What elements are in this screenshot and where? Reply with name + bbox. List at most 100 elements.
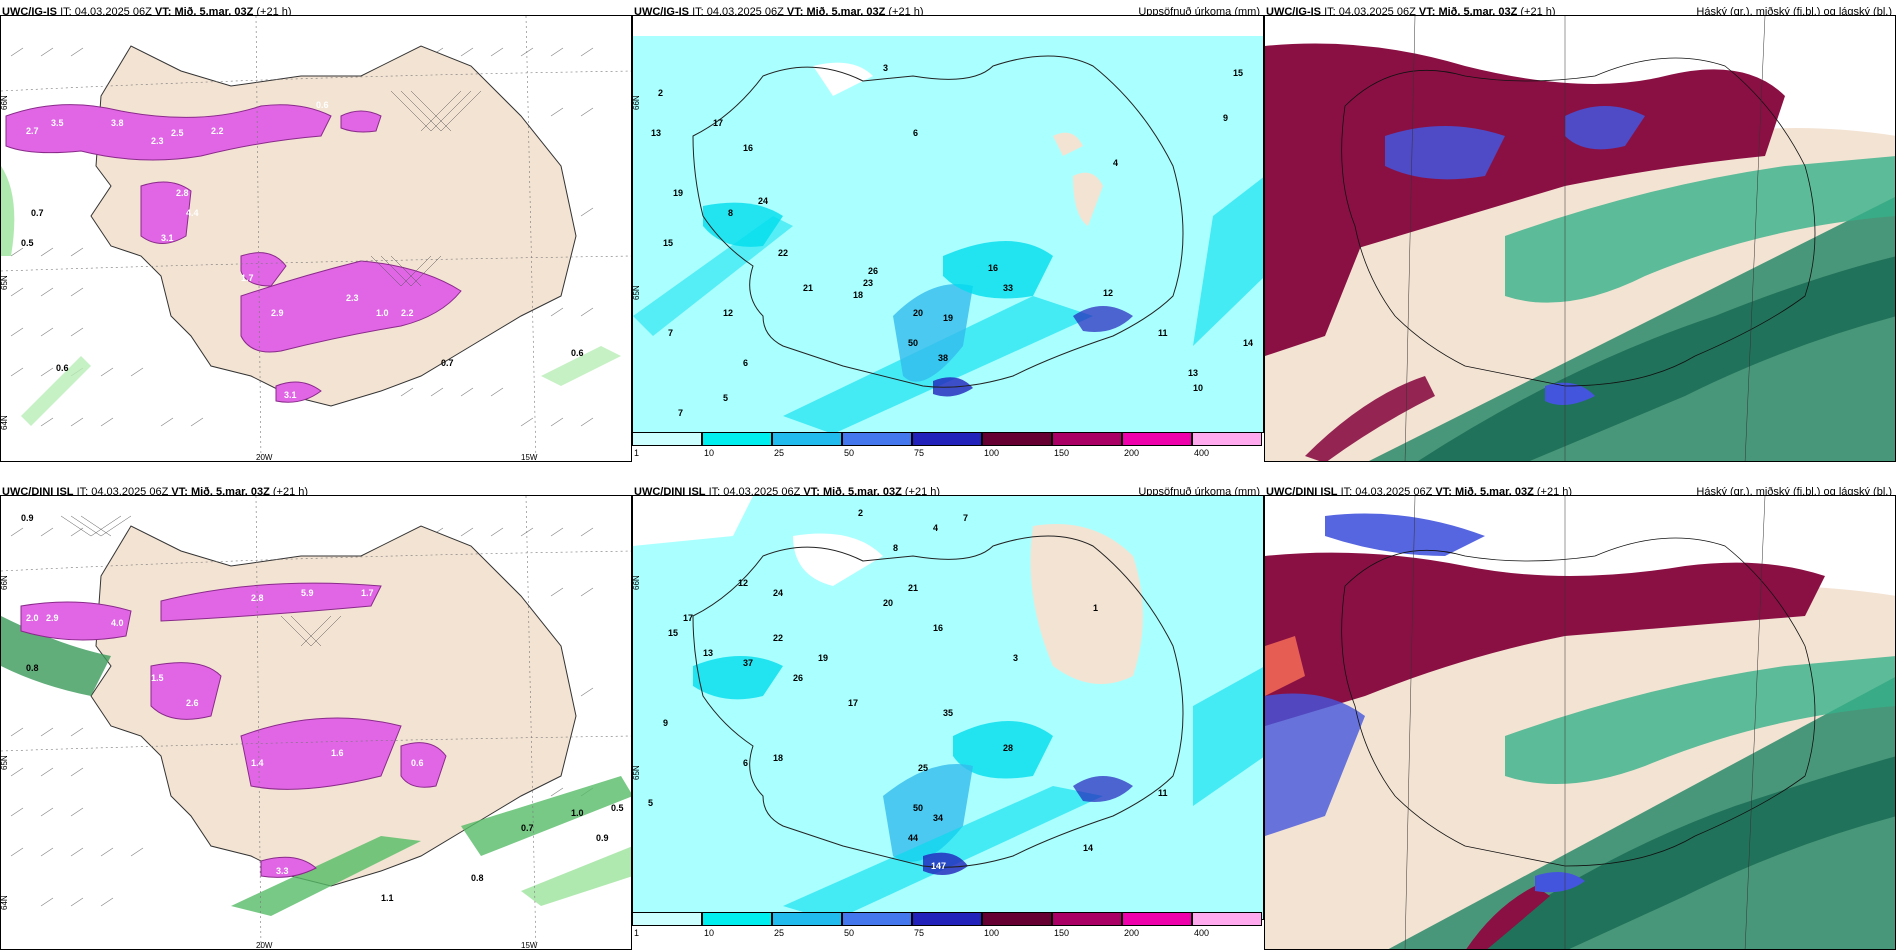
value-label: 2.8 <box>176 188 189 198</box>
colorbar-label: 75 <box>914 448 925 458</box>
colorbar-swatch <box>1122 912 1192 926</box>
colorbar-label: 150 <box>1054 928 1070 938</box>
it-label: IT: <box>76 486 89 498</box>
colorbar-swatch <box>632 912 702 926</box>
value-label: 6 <box>743 358 748 368</box>
value-label: 1.0 <box>376 308 389 318</box>
value-label: 4 <box>1113 158 1118 168</box>
value-label: 17 <box>713 118 723 128</box>
value-label: 28 <box>1003 743 1013 753</box>
value-label: 12 <box>738 578 748 588</box>
value-label: 24 <box>773 588 783 598</box>
value-label: 11 <box>1158 328 1168 338</box>
value-label: 2.7 <box>26 126 39 136</box>
value-label: 4.0 <box>111 618 124 628</box>
value-label: 2 <box>658 88 663 98</box>
value-label: 0.8 <box>471 873 484 883</box>
lon-label-15w: 15W <box>521 941 538 950</box>
value-label: 9 <box>1223 113 1228 123</box>
value-label: 0.5 <box>611 803 624 813</box>
colorbar-label: 10 <box>704 928 715 938</box>
colorbar-swatch <box>702 432 772 446</box>
value-label: 10 <box>1193 383 1203 393</box>
colorbar-label: 1 <box>634 448 640 458</box>
lat-label-65n: 65N <box>1 275 9 290</box>
value-label: 38 <box>938 353 948 363</box>
lat-label-64n: 64N <box>1 895 9 910</box>
lat-label-65n: 65N <box>633 285 641 300</box>
value-label: 17 <box>683 613 693 623</box>
value-label: 35 <box>943 708 953 718</box>
colorbar-swatch <box>772 432 842 446</box>
value-label: 3.5 <box>51 118 64 128</box>
value-label: 14 <box>1083 843 1093 853</box>
colorbar-label: 25 <box>774 928 785 938</box>
value-label: 18 <box>853 290 863 300</box>
lon-label-15w: 15W <box>521 453 538 462</box>
value-label: 1.5 <box>151 673 164 683</box>
colorbar-label: 75 <box>914 928 925 938</box>
colorbar-swatch <box>912 912 982 926</box>
value-label: 1.1 <box>381 893 394 903</box>
value-label: 17 <box>848 698 858 708</box>
value-label: 16 <box>743 143 753 153</box>
value-label: 50 <box>913 803 923 813</box>
lat-label-66n: 66N <box>1 575 9 590</box>
colorbar-swatch <box>772 912 842 926</box>
value-label: 8 <box>728 208 733 218</box>
value-label: 12 <box>1103 288 1113 298</box>
colorbar-swatch <box>842 432 912 446</box>
value-label: 2.2 <box>211 126 224 136</box>
panel-clouds-igis: UWC/IG-IS IT: 04.03.2025 06Z VT: Mið. 5.… <box>1264 0 1896 462</box>
lon-label-20w: 20W <box>256 453 273 462</box>
colorbar-label: 1 <box>634 928 640 938</box>
map-svg: 66N 65N 64N 20W 15W 2.7 3.5 3.8 2.3 2.5 … <box>1 16 631 462</box>
value-label: 26 <box>868 266 878 276</box>
value-label: 2.6 <box>186 698 199 708</box>
panel-precip-rate-igis: UWC/IG-IS IT: 04.03.2025 06Z VT: Mið. 5.… <box>0 0 632 462</box>
value-label: 6 <box>743 758 748 768</box>
value-label: 50 <box>908 338 918 348</box>
value-label: 26 <box>793 673 803 683</box>
colorbar-label: 150 <box>1054 448 1070 458</box>
value-label: 19 <box>943 313 953 323</box>
value-label: 1 <box>1093 603 1098 613</box>
value-label: 44 <box>908 833 918 843</box>
map-area: 66N 65N 2 3 13 17 16 19 15 24 22 8 7 12 … <box>632 15 1264 433</box>
colorbar-label: 50 <box>844 928 855 938</box>
value-label: 13 <box>703 648 713 658</box>
value-labels: 0.9 2.0 2.9 4.0 2.8 5.9 1.7 0.8 1.5 2.6 … <box>21 513 624 903</box>
value-label: 0.6 <box>56 363 69 373</box>
colorbar-labels-bottom: 1 10 25 50 75 100 150 200 400 <box>632 928 1264 940</box>
value-label: 0.9 <box>596 833 609 843</box>
it-label: IT: <box>708 486 721 498</box>
panel-accum-precip-dini: UWC/DINI ISL IT: 04.03.2025 06Z VT: Mið.… <box>632 480 1264 926</box>
colorbar-label: 25 <box>774 448 785 458</box>
map-area: 66N 65N 2 7 4 8 12 15 17 24 22 19 26 37 … <box>632 495 1264 920</box>
value-label: 4.4 <box>186 208 199 218</box>
colorbar-label: 400 <box>1194 928 1210 938</box>
colorbar-swatch <box>1192 912 1262 926</box>
map-area <box>1264 495 1896 950</box>
value-label: 20 <box>913 308 923 318</box>
lon-label-20w: 20W <box>256 941 273 950</box>
value-label: 0.5 <box>21 238 34 248</box>
map-svg <box>1265 496 1895 949</box>
value-label: 4 <box>933 523 938 533</box>
value-label: 33 <box>1003 283 1013 293</box>
colorbar-label: 400 <box>1194 448 1210 458</box>
colorbar-label: 100 <box>984 928 1000 938</box>
map-svg: 66N 65N 2 7 4 8 12 15 17 24 22 19 26 37 … <box>633 496 1263 919</box>
colorbar-swatch <box>1192 432 1262 446</box>
lat-label-65n: 65N <box>1 755 9 770</box>
colorbar-swatch <box>702 912 772 926</box>
value-label: 0.8 <box>26 663 39 673</box>
value-label: 3.3 <box>276 866 289 876</box>
value-label: 5.9 <box>301 588 314 598</box>
lat-label-66n: 66N <box>633 575 641 590</box>
map-area <box>1264 15 1896 462</box>
colorbar-swatch <box>982 432 1052 446</box>
colorbar-swatch <box>1052 432 1122 446</box>
colorbar-swatch <box>1052 912 1122 926</box>
colorbar-swatch <box>632 432 702 446</box>
